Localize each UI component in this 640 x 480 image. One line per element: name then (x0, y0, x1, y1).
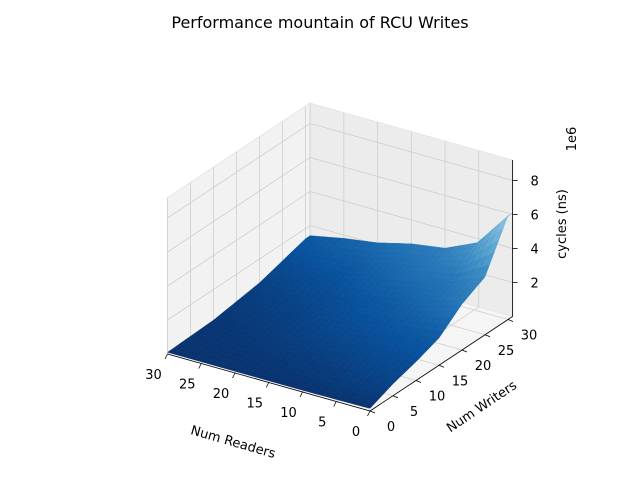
z-tick-label: 2 (530, 276, 538, 291)
y-tick-label: 25 (498, 344, 515, 359)
x-tick-mark (265, 382, 270, 388)
x-tick-mark (198, 363, 202, 369)
z-tick-label: 6 (530, 208, 538, 223)
y-tick-mark (415, 380, 422, 383)
surface-plot (167, 212, 513, 409)
back-grid-z (309, 123, 513, 181)
back-grid-z (309, 191, 513, 249)
y-tick-label: 10 (429, 390, 446, 405)
left-grid-z (167, 191, 311, 287)
z-tick-label: 8 (530, 174, 538, 189)
y-tick-label: 20 (475, 359, 492, 374)
y-tick-mark (484, 334, 491, 338)
y-tick-mark (461, 349, 468, 353)
y-tick-mark (369, 410, 376, 414)
x-tick-label: 25 (179, 378, 196, 393)
x-tick-mark (299, 391, 303, 398)
x-tick-label: 0 (352, 425, 360, 440)
y-tick-label: 15 (452, 374, 469, 389)
x-tick-label: 15 (246, 397, 263, 412)
y-axis-line (369, 316, 513, 412)
left-grid-z (167, 225, 311, 321)
y-tick-label: 5 (410, 405, 418, 420)
x-tick-label: 30 (145, 368, 162, 383)
y-tick-mark (392, 395, 399, 399)
z-scale-factor: 1e6 (565, 127, 580, 152)
z-axis-label: cycles (ns) (555, 189, 570, 259)
left-grid-z (167, 123, 311, 219)
y-tick-mark (438, 364, 445, 368)
surface-cell (362, 401, 375, 409)
x-tick-mark (367, 410, 371, 417)
x-tick-label: 20 (213, 387, 230, 402)
x-tick-mark (232, 372, 236, 379)
back-grid-z (309, 157, 513, 215)
y-tick-label: 30 (521, 329, 538, 344)
z-tick-label: 4 (530, 242, 538, 257)
x-tick-mark (164, 353, 168, 360)
x-tick-mark (333, 401, 337, 407)
x-tick-label: 10 (280, 406, 297, 421)
x-tick-label: 5 (318, 416, 326, 431)
y-tick-mark (507, 319, 514, 322)
x-axis-label: Num Readers (189, 423, 278, 462)
y-tick-label: 0 (387, 420, 395, 435)
chart-title: Performance mountain of RCU Writes (171, 13, 468, 32)
left-grid-z (167, 157, 311, 253)
